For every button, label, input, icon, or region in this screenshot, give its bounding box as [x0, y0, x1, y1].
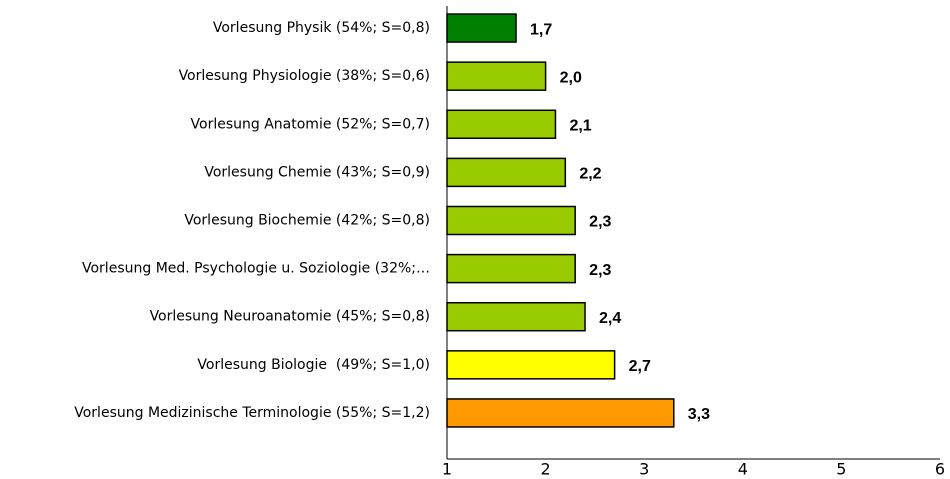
x-tick-label: 2 — [541, 460, 551, 479]
category-label: Vorlesung Neuroanatomie (45%; S=0,8) — [150, 309, 430, 325]
category-label: Vorlesung Biochemie (42%; S=0,8) — [184, 213, 430, 229]
bar — [446, 253, 576, 284]
value-label: 2,4 — [599, 310, 621, 327]
bar — [446, 13, 517, 43]
category-label: Vorlesung Chemie (43%; S=0,9) — [204, 164, 430, 180]
value-label: 3,3 — [688, 406, 710, 423]
category-label: Vorlesung Med. Psychologie u. Soziologie… — [82, 261, 430, 277]
value-label: 2,0 — [560, 69, 582, 86]
bar — [446, 61, 547, 91]
category-label: Vorlesung Physik (54%; S=0,8) — [213, 20, 430, 36]
value-label: 2,2 — [579, 166, 601, 183]
x-tick-label: 5 — [836, 460, 846, 479]
x-tick-label: 1 — [442, 460, 452, 479]
value-label: 2,1 — [569, 117, 591, 134]
x-tick-label: 4 — [738, 460, 748, 479]
bar — [446, 301, 586, 332]
value-label: 2,3 — [589, 262, 611, 279]
x-tick-label: 6 — [935, 460, 945, 479]
category-label: Vorlesung Biologie (49%; S=1,0) — [197, 357, 430, 373]
value-label: 2,7 — [629, 358, 651, 375]
value-label: 2,3 — [589, 214, 611, 231]
bar — [446, 350, 616, 380]
category-label: Vorlesung Physiologie (38%; S=0,6) — [179, 68, 430, 84]
bar — [446, 398, 675, 428]
bar — [446, 205, 576, 236]
category-label: Vorlesung Medizinische Terminologie (55%… — [74, 405, 430, 421]
category-label: Vorlesung Anatomie (52%; S=0,7) — [191, 116, 430, 132]
bar — [446, 109, 557, 140]
x-tick-label: 3 — [639, 460, 649, 479]
value-label: 1,7 — [530, 21, 552, 38]
bar — [446, 157, 567, 188]
